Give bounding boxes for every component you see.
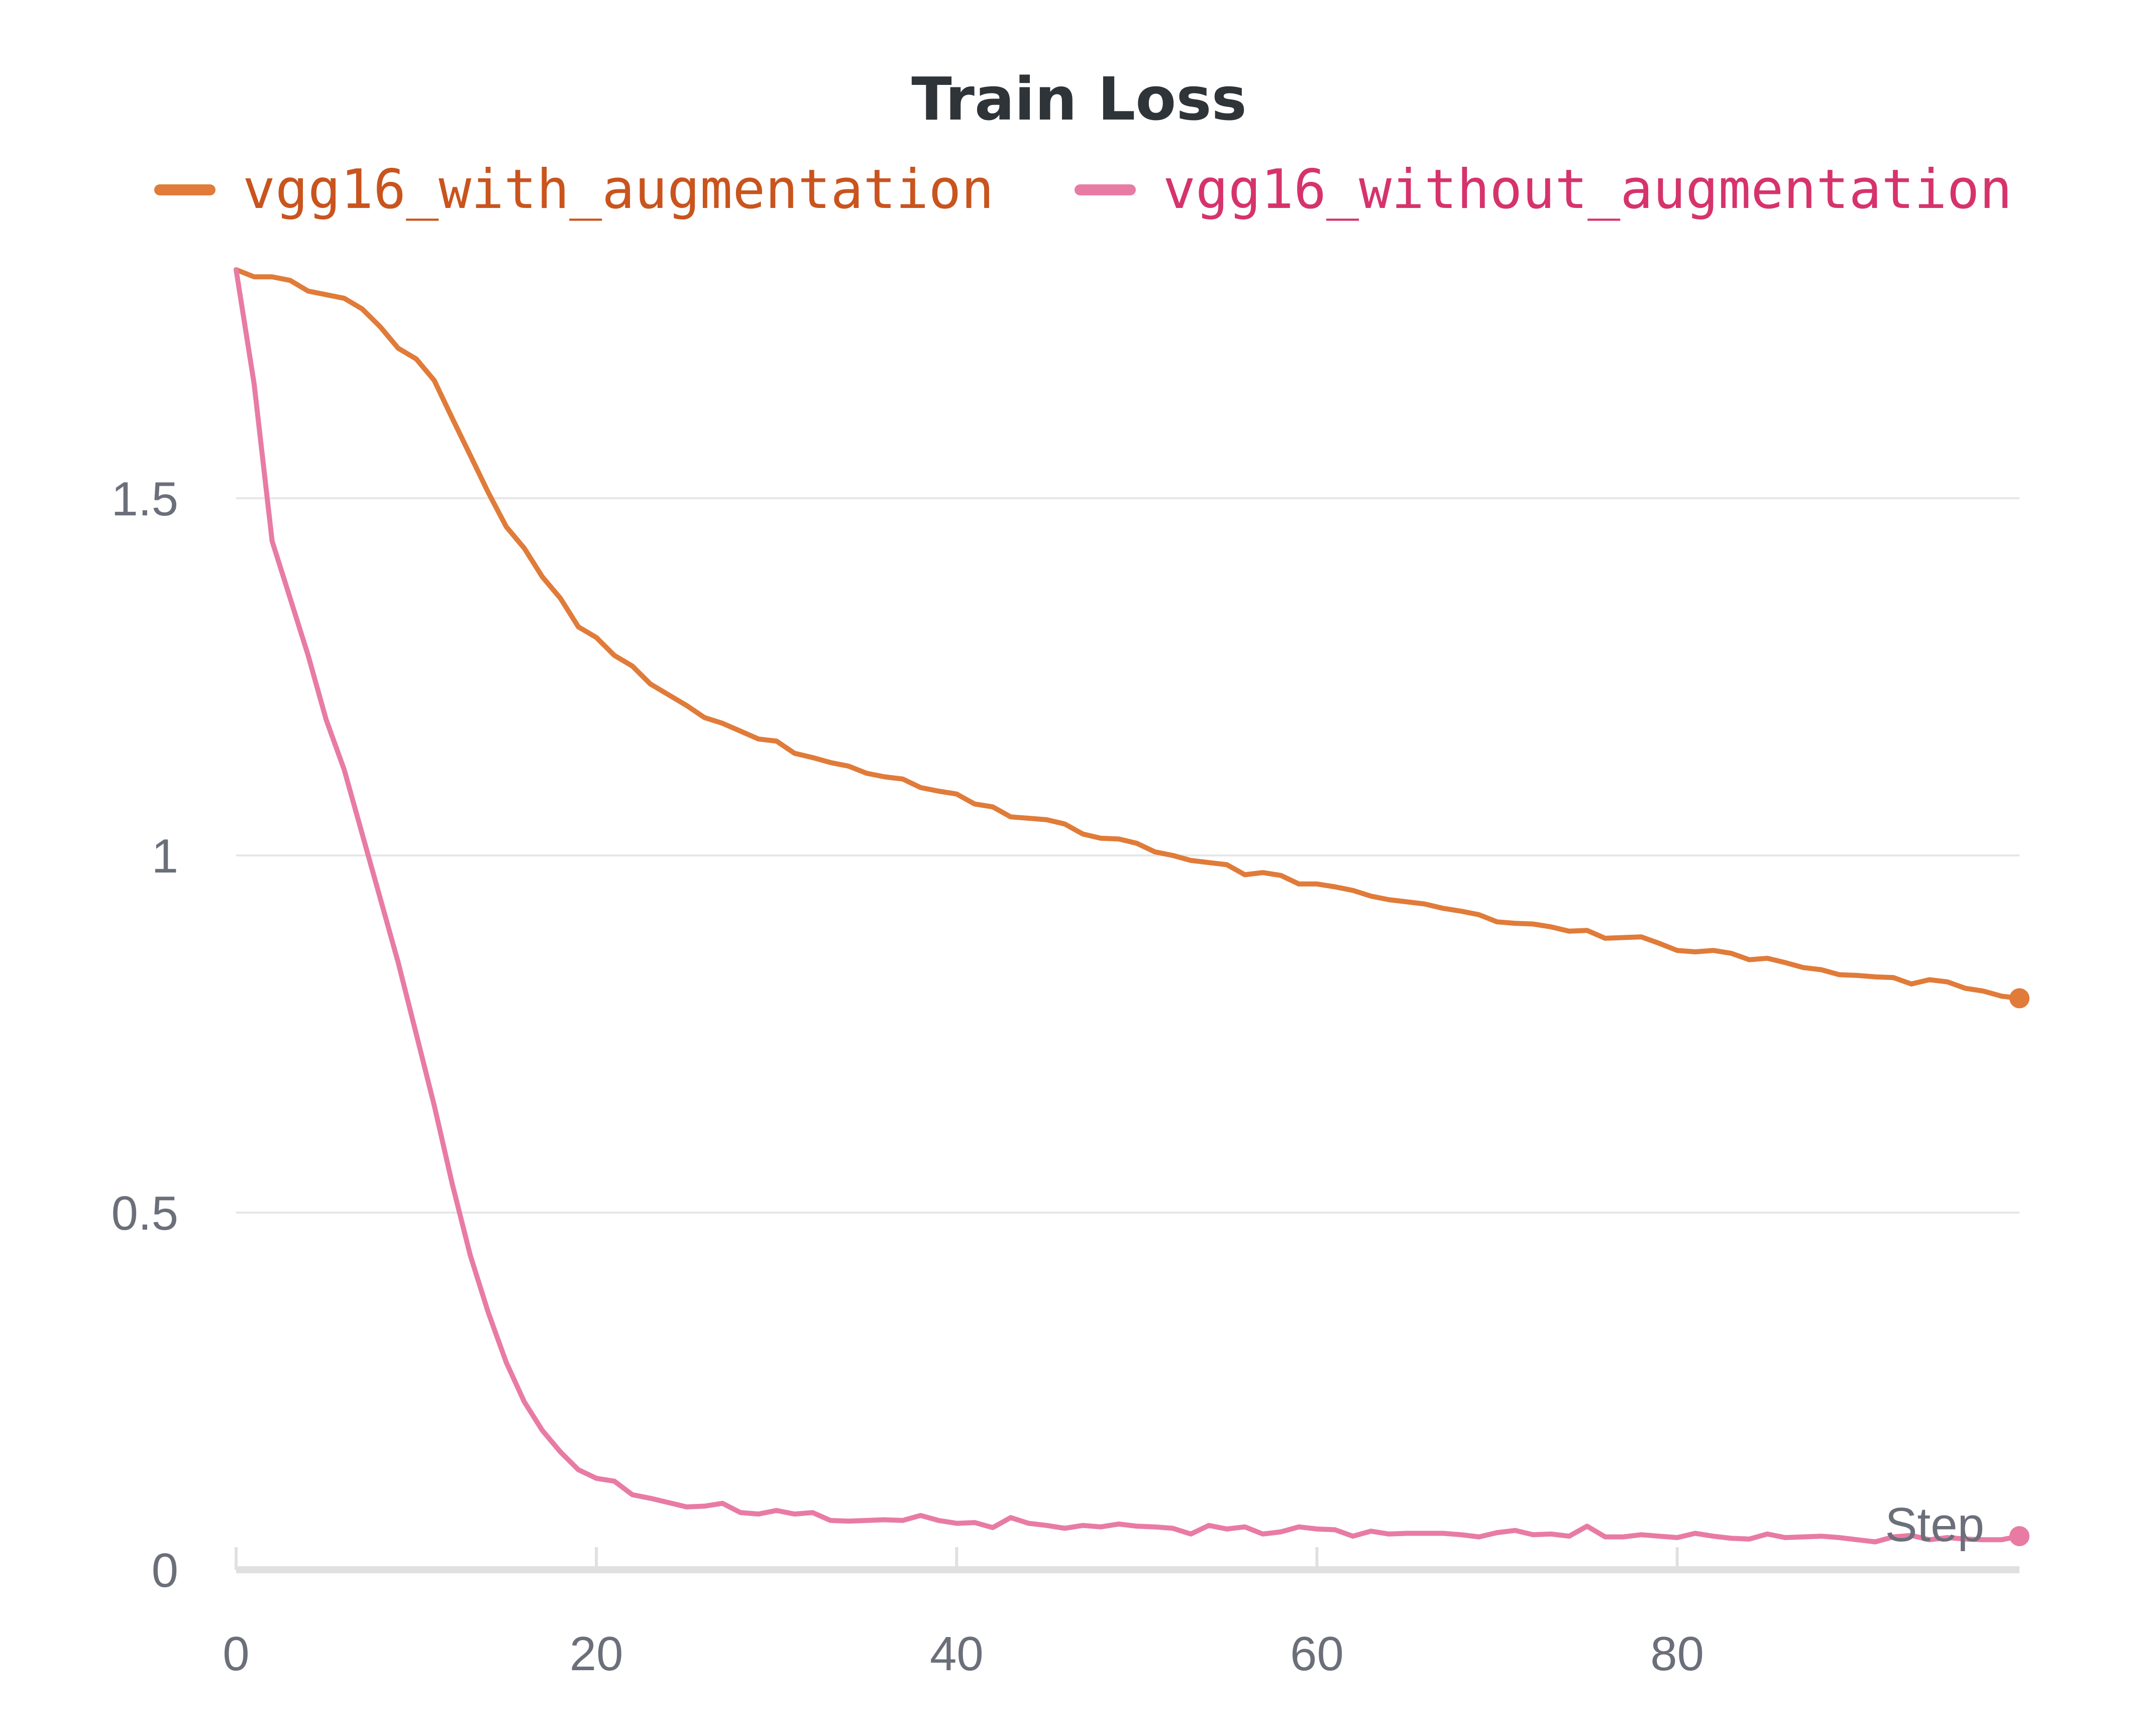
chart-title: Train Loss — [911, 64, 1247, 134]
series-lines — [234, 267, 2029, 1547]
legend: vgg16_with_augmentation vgg16_without_aug… — [154, 158, 2012, 221]
series-end-marker — [2009, 1526, 2029, 1547]
x-axis-label: Step — [1885, 1498, 1984, 1552]
legend-label: vgg16_with_augmentation — [243, 158, 994, 221]
series-line — [234, 267, 2022, 1545]
x-tick-label: 80 — [1650, 1627, 1704, 1681]
x-axis: 0 20 40 60 80 — [223, 1547, 2019, 1681]
y-axis-ticks: 0 0.5 1 1.5 — [112, 472, 178, 1597]
grid-lines — [236, 497, 2019, 1214]
y-tick-label: 1 — [152, 829, 178, 883]
x-tick-label: 40 — [930, 1627, 984, 1681]
x-tick-label: 60 — [1290, 1627, 1344, 1681]
series-end-marker — [2009, 988, 2029, 1009]
y-tick-label: 1.5 — [112, 472, 178, 526]
legend-label: vgg16_without_augmentation — [1163, 158, 2012, 221]
y-tick-label: 0.5 — [112, 1186, 178, 1240]
y-tick-label: 0 — [152, 1544, 178, 1597]
x-tick-label: 20 — [570, 1627, 623, 1681]
series-line — [234, 267, 2022, 1001]
x-tick-label: 0 — [223, 1627, 249, 1681]
